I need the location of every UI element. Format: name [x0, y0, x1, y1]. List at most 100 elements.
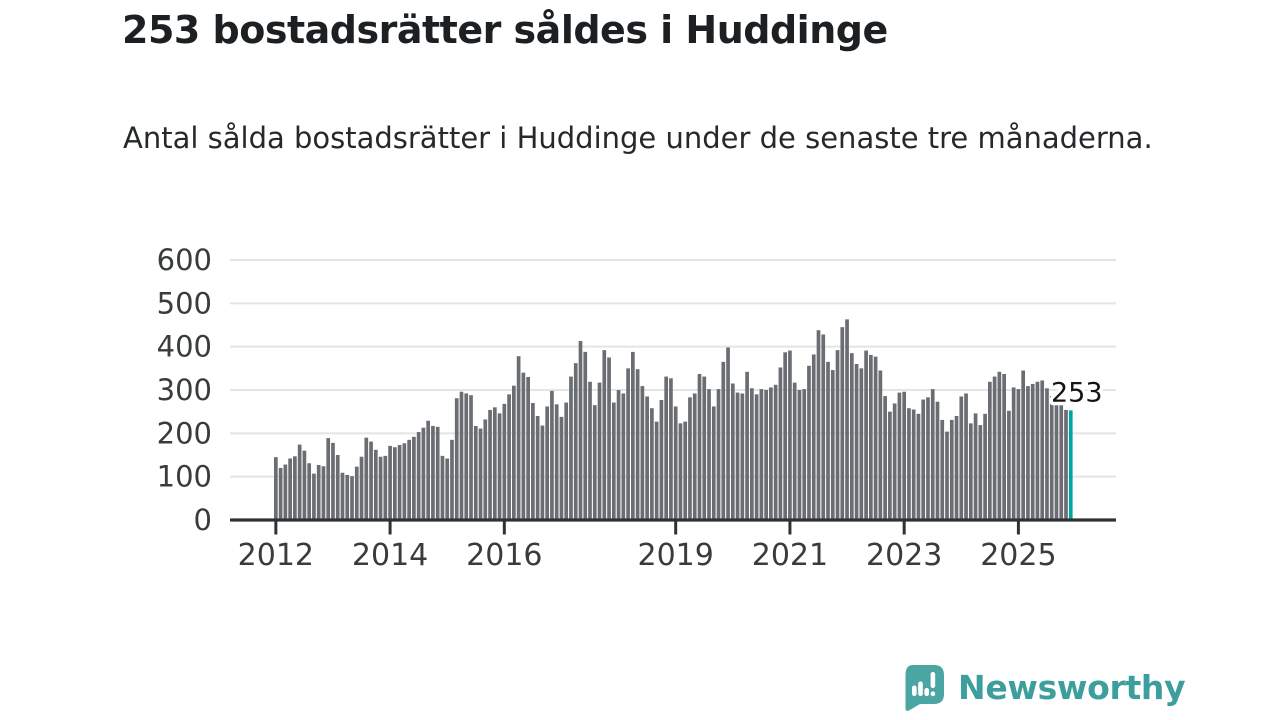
bar: [531, 403, 535, 520]
bar: [288, 458, 292, 520]
bar: [973, 413, 978, 520]
bar: [988, 381, 992, 520]
y-tick-label: 600: [157, 243, 212, 277]
bar: [1054, 399, 1059, 520]
highlight-bar: [1068, 410, 1073, 520]
bar: [830, 370, 835, 520]
bar: [583, 351, 588, 520]
bar: [569, 376, 573, 520]
bar: [388, 445, 392, 520]
bar: [1030, 383, 1035, 520]
bar: [954, 416, 959, 520]
bar: [393, 447, 397, 520]
bar: [926, 397, 930, 520]
bar: [635, 369, 640, 520]
bar: [274, 457, 278, 520]
bar: [835, 350, 840, 520]
bar: [978, 425, 983, 520]
bar: [640, 386, 645, 520]
bar: [740, 393, 745, 520]
bar: [602, 350, 607, 520]
bar: [911, 409, 916, 520]
bar: [312, 473, 316, 520]
chart-svg: 2012 2014 2016 2019 2021 2023 2025 0 100 200 300 40…: [157, 243, 1116, 573]
bar: [707, 389, 711, 520]
bar: [754, 394, 759, 520]
bar: [397, 445, 402, 520]
bar: [293, 456, 297, 520]
bar: [683, 421, 688, 520]
bar: [650, 408, 654, 520]
bar: [321, 466, 326, 520]
page-title: 253 bostadsrätter såldes i Huddinge: [122, 8, 888, 52]
bar: [335, 455, 340, 520]
bar: [592, 405, 597, 520]
x-tick-label: 2014: [352, 538, 428, 573]
logo-exclamation-stem: [930, 672, 936, 688]
bar: [1035, 381, 1040, 520]
bar: [1049, 396, 1054, 520]
bar: [745, 371, 749, 520]
bar: [364, 437, 369, 520]
bar: [878, 370, 883, 520]
bar: [1021, 370, 1026, 520]
x-tick-label: 2016: [466, 538, 542, 573]
bar: [1002, 373, 1006, 520]
bar: [888, 411, 892, 520]
bar: [764, 390, 768, 520]
bar: [826, 361, 830, 520]
bar: [445, 458, 450, 520]
bar: [307, 463, 312, 520]
y-axis-labels: 0 100 200 300 400 500 600: [157, 243, 212, 537]
bar: [459, 391, 464, 520]
bar: [426, 420, 431, 520]
bar: [968, 423, 973, 520]
x-tick-label: 2019: [638, 538, 714, 573]
bar: [845, 319, 849, 520]
bar: [516, 356, 521, 520]
x-axis-labels: 2012 2014 2016 2019 2021 2023 2025: [238, 538, 1057, 573]
bar: [326, 438, 331, 520]
bar: [964, 393, 968, 520]
last-value-annotation: 253: [1051, 377, 1103, 408]
bar: [359, 456, 364, 520]
bar: [450, 439, 454, 520]
bar: [778, 367, 783, 520]
bar: [897, 392, 902, 520]
bar: [959, 396, 964, 520]
bar: [892, 403, 897, 520]
bar: [869, 354, 873, 520]
bar: [930, 389, 935, 520]
bar: [407, 439, 411, 520]
bar: [688, 397, 692, 520]
bar: [773, 384, 778, 520]
bar: [545, 406, 550, 520]
bar: [788, 350, 792, 520]
bar: [540, 425, 545, 520]
bar: [807, 365, 811, 520]
bar: [507, 394, 511, 520]
brand-name: Newsworthy: [958, 668, 1186, 707]
bar: [497, 413, 502, 520]
bar: [369, 441, 373, 520]
bar: [921, 399, 926, 520]
bar: [811, 354, 816, 520]
y-tick-label: 300: [157, 373, 212, 407]
bar: [350, 476, 354, 520]
x-tick-label: 2023: [866, 538, 942, 573]
bar: [669, 378, 673, 520]
bar: [907, 408, 911, 520]
bar: [659, 399, 664, 520]
bar: [521, 372, 526, 520]
bar: [726, 347, 730, 520]
bar: [664, 376, 669, 520]
bar: [1011, 387, 1016, 520]
bar: [802, 389, 807, 520]
bar: [735, 392, 740, 520]
bar: [588, 381, 592, 520]
bar: [902, 391, 907, 520]
bar: [849, 353, 854, 520]
bar: [750, 388, 754, 520]
bar: [440, 455, 445, 520]
